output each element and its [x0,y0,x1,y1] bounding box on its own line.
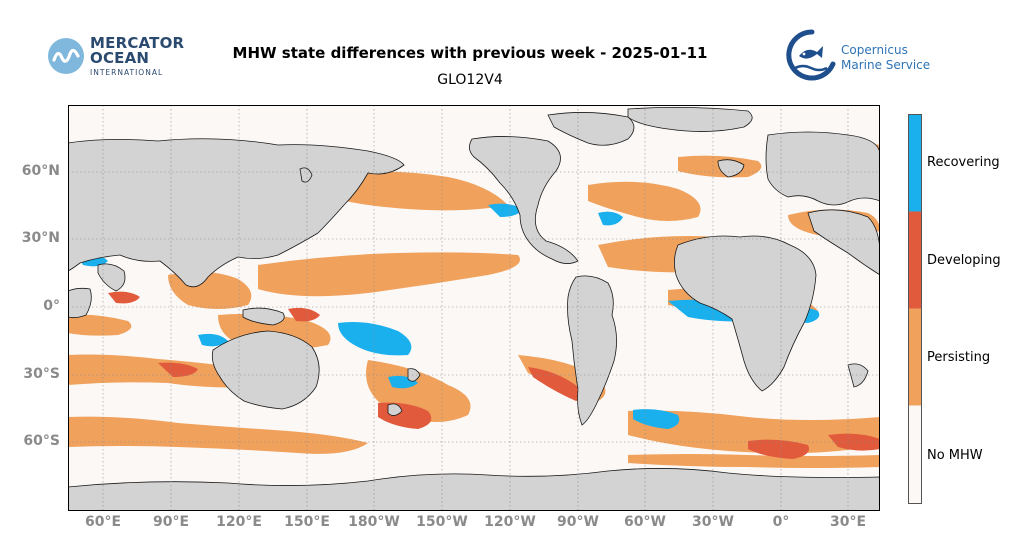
lat-tick-30s: 30°S [23,366,60,382]
legend-label-recovering: Recovering [927,155,1000,170]
lon-tick-120w: 120°W [484,514,536,530]
map-frame [68,105,880,511]
lon-tick-150w: 150°W [416,514,468,530]
legend-label-persisting: Persisting [927,350,991,365]
copernicus-marine-logo: Copernicus Marine Service [785,28,935,84]
land-masses [68,107,880,511]
lon-tick-60w: 60°W [624,514,666,530]
mhw-map [68,105,880,511]
lat-tick-30n: 30°N [21,230,60,246]
mercator-logo-text: MERCATOR [90,34,185,52]
lat-tick-equator: 0° [43,298,60,314]
legend-swatch-no-mhw [908,405,922,504]
gridlines [68,105,880,511]
legend-swatch-persisting [908,308,922,406]
legend-label-developing: Developing [927,253,1001,268]
lat-tick-60s: 60°S [23,433,60,449]
lon-tick-150e: 150°E [284,514,330,530]
legend-swatch-recovering [908,114,922,212]
lon-tick-180w: 180°W [348,514,400,530]
lat-tick-60n: 60°N [21,163,60,179]
mercator-ocean-logo: MERCATOR OCEAN INTERNATIONAL [46,36,186,82]
ocean-logo-text: OCEAN [90,49,150,67]
copernicus-fish-icon [786,29,836,81]
lon-tick-30e: 30°E [829,514,867,530]
lon-tick-120e: 120°E [216,514,262,530]
lon-tick-90e: 90°E [152,514,190,530]
lon-tick-60e: 60°E [84,514,122,530]
lon-tick-90w: 90°W [557,514,599,530]
map-title: MHW state differences with previous week… [232,44,708,62]
copernicus-logo-text: Copernicus [841,43,908,57]
legend-swatch-developing [908,211,922,309]
marine-service-logo-text: Marine Service [841,58,931,72]
international-logo-text: INTERNATIONAL [90,68,164,77]
lon-tick-30w: 30°W [692,514,734,530]
map-subtitle: GLO12V4 [437,72,503,88]
legend-label-no-mhw: No MHW [927,448,983,463]
mercator-wave-icon [48,38,84,74]
legend-colorbar [908,114,922,504]
lon-tick-0: 0° [772,514,790,530]
